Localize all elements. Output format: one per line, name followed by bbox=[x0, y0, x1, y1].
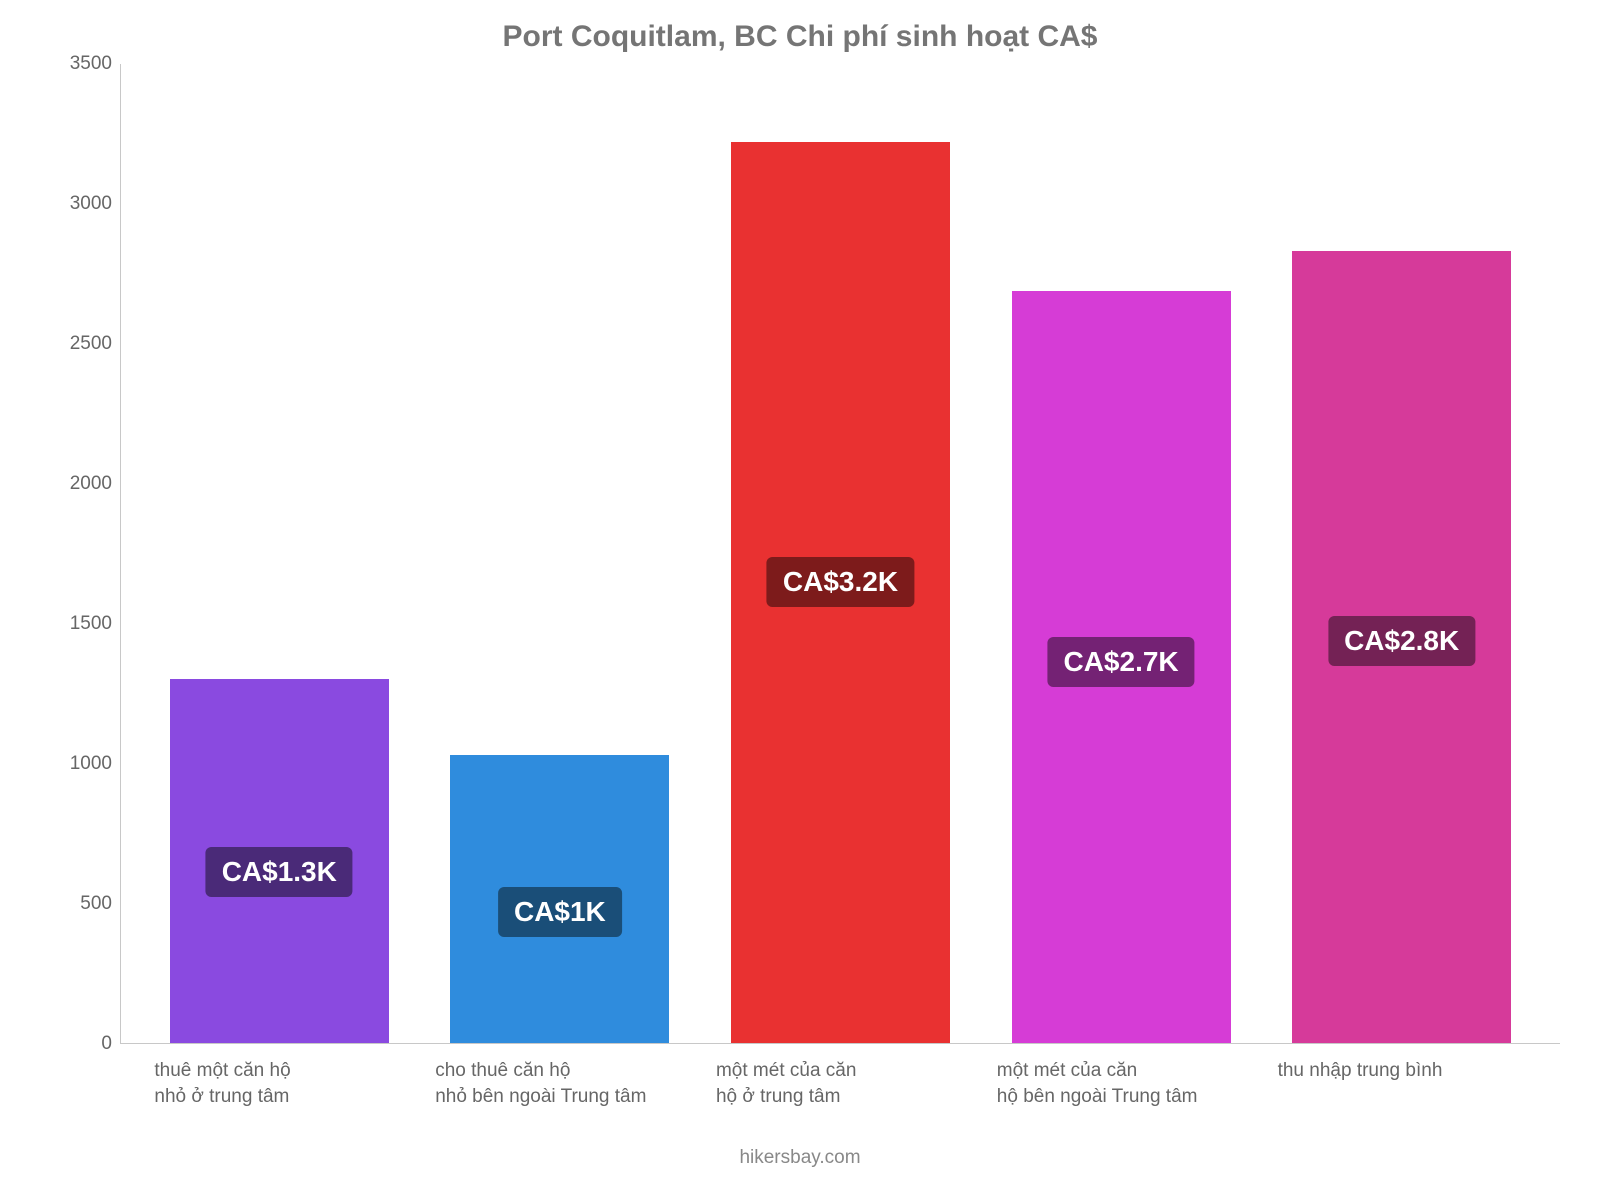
y-tick-label: 2500 bbox=[52, 333, 112, 355]
x-category-label: một mét của cănhộ bên ngoài Trung tâm bbox=[991, 1058, 1251, 1109]
bar: CA$1.3K bbox=[170, 679, 389, 1043]
y-tick-label: 1500 bbox=[52, 613, 112, 635]
y-tick-label: 500 bbox=[52, 893, 112, 915]
bar-slot: CA$1.3K bbox=[139, 64, 420, 1043]
cost-of-living-chart: Port Coquitlam, BC Chi phí sinh hoạt CA$… bbox=[0, 0, 1600, 1200]
bar-value-label: CA$1K bbox=[498, 887, 622, 937]
bar-value-label: CA$2.7K bbox=[1047, 637, 1194, 687]
x-category-label: thuê một căn hộnhỏ ở trung tâm bbox=[148, 1058, 408, 1109]
bar-slot: CA$2.8K bbox=[1261, 64, 1542, 1043]
x-axis: thuê một căn hộnhỏ ở trung tâm cho thuê c… bbox=[120, 1044, 1560, 1109]
bar-value-label: CA$3.2K bbox=[767, 557, 914, 607]
chart-footer: hikersbay.com bbox=[40, 1147, 1560, 1169]
y-tick-label: 3500 bbox=[52, 53, 112, 75]
y-tick-label: 3000 bbox=[52, 193, 112, 215]
bars-row: CA$1.3K CA$1K CA$3.2K CA$2.7K CA$2.8K bbox=[121, 64, 1560, 1043]
y-tick-label: 2000 bbox=[52, 473, 112, 495]
bar: CA$1K bbox=[450, 755, 669, 1043]
plot-area: CA$1.3K CA$1K CA$3.2K CA$2.7K CA$2.8K bbox=[120, 64, 1560, 1044]
y-tick-label: 1000 bbox=[52, 753, 112, 775]
bar-slot: CA$1K bbox=[420, 64, 701, 1043]
bar: CA$2.8K bbox=[1292, 251, 1511, 1043]
x-category-label: thu nhập trung bình bbox=[1272, 1058, 1532, 1109]
plot-wrapper: 0500100015002000250030003500 CA$1.3KCA$1… bbox=[50, 64, 1560, 1044]
y-axis: 0500100015002000250030003500 bbox=[50, 64, 120, 1044]
bar-value-label: CA$1.3K bbox=[206, 847, 353, 897]
chart-title: Port Coquitlam, BC Chi phí sinh hoạt CA$ bbox=[40, 20, 1560, 54]
bar: CA$2.7K bbox=[1012, 291, 1231, 1043]
bar-slot: CA$3.2K bbox=[700, 64, 981, 1043]
bar-value-label: CA$2.8K bbox=[1328, 616, 1475, 666]
x-category-label: cho thuê căn hộnhỏ bên ngoài Trung tâm bbox=[429, 1058, 689, 1109]
x-category-label: một mét của cănhộ ở trung tâm bbox=[710, 1058, 970, 1109]
bar-slot: CA$2.7K bbox=[981, 64, 1262, 1043]
bar: CA$3.2K bbox=[731, 142, 950, 1043]
y-tick-label: 0 bbox=[52, 1033, 112, 1055]
